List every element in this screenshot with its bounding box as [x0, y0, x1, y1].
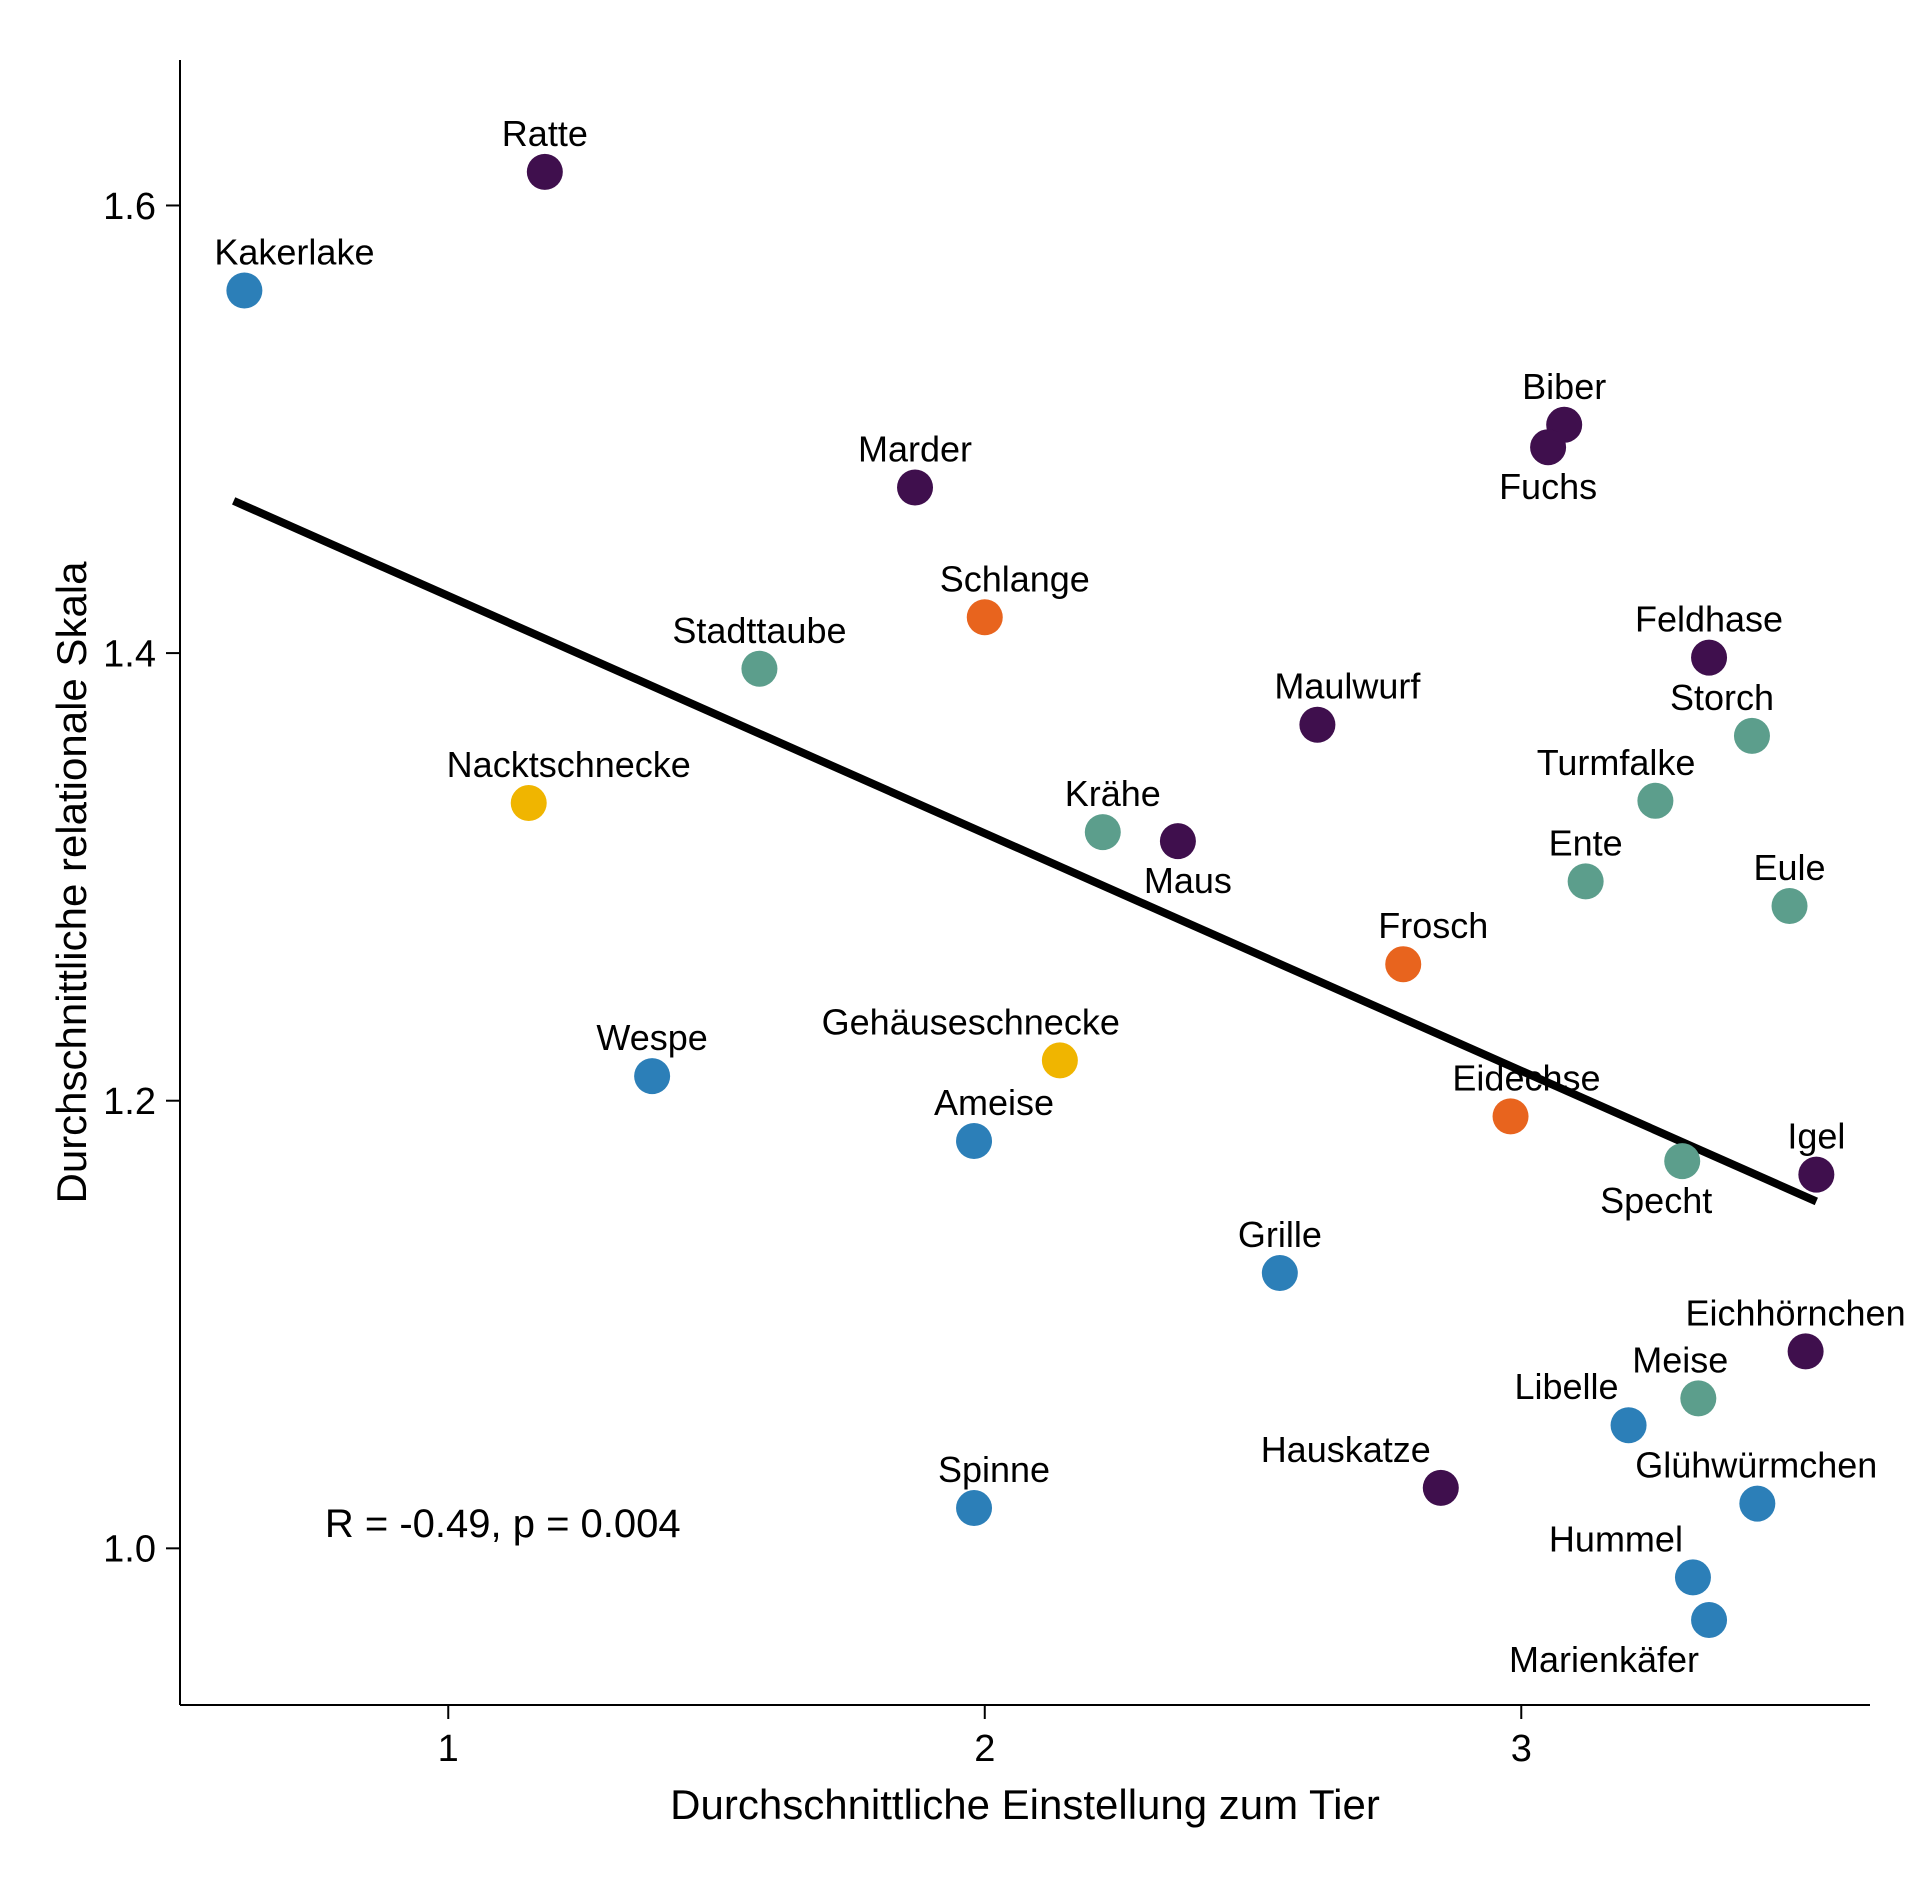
data-point — [956, 1490, 992, 1526]
data-point — [1734, 718, 1770, 754]
y-tick-label: 1.0 — [103, 1529, 156, 1571]
y-tick-label: 1.4 — [103, 633, 156, 675]
point-label: Libelle — [1514, 1366, 1618, 1407]
data-point — [1262, 1255, 1298, 1291]
point-label: Biber — [1522, 366, 1606, 407]
data-point — [967, 599, 1003, 635]
data-point — [1691, 1602, 1727, 1638]
point-label: Gehäuseschnecke — [822, 1001, 1120, 1042]
data-point — [1042, 1042, 1078, 1078]
data-point — [1772, 888, 1808, 924]
point-label: Eidechse — [1452, 1057, 1600, 1098]
point-label: Igel — [1787, 1116, 1845, 1157]
point-label: Maulwurf — [1274, 666, 1421, 707]
data-point — [511, 785, 547, 821]
point-label: Eule — [1753, 847, 1825, 888]
point-label: Ameise — [934, 1082, 1054, 1123]
data-point — [1675, 1559, 1711, 1595]
data-point — [1085, 814, 1121, 850]
data-point — [956, 1123, 992, 1159]
point-label: Nacktschnecke — [447, 744, 691, 785]
point-label: Frosch — [1378, 905, 1488, 946]
y-axis-label: Durchschnittliche relationale Skala — [48, 561, 95, 1204]
data-point — [1493, 1098, 1529, 1134]
point-label: Marder — [858, 428, 972, 469]
data-point — [1568, 863, 1604, 899]
point-label: Wespe — [596, 1017, 707, 1058]
x-axis-label: Durchschnittliche Einstellung zum Tier — [670, 1781, 1380, 1828]
point-label: Glühwürmchen — [1635, 1445, 1877, 1486]
point-label: Fuchs — [1499, 466, 1597, 507]
data-point — [1691, 640, 1727, 676]
point-label: Ente — [1549, 822, 1623, 863]
data-point — [1423, 1470, 1459, 1506]
y-tick-label: 1.2 — [103, 1081, 156, 1123]
point-label: Eichhörnchen — [1685, 1292, 1905, 1333]
data-point — [1637, 783, 1673, 819]
point-label: Storch — [1670, 677, 1774, 718]
data-point — [1680, 1380, 1716, 1416]
data-point — [1739, 1486, 1775, 1522]
point-label: Maus — [1144, 860, 1232, 901]
point-label: Schlange — [940, 558, 1090, 599]
point-label: Marienkäfer — [1509, 1639, 1699, 1680]
point-label: Specht — [1600, 1180, 1712, 1221]
chart-svg: Ratte Kakerlake Biber Fuchs Marder Schlange Fe… — [0, 0, 1920, 1875]
data-point — [1160, 823, 1196, 859]
data-point — [1385, 946, 1421, 982]
point-label: Meise — [1632, 1339, 1728, 1380]
point-label: Kakerlake — [214, 232, 374, 273]
data-point — [527, 154, 563, 190]
point-label: Ratte — [502, 113, 588, 154]
data-point — [1664, 1143, 1700, 1179]
data-point — [741, 651, 777, 687]
correlation-annotation: R = -0.49, p = 0.004 — [325, 1502, 681, 1546]
data-point — [226, 273, 262, 309]
point-label: Spinne — [938, 1449, 1050, 1490]
point-label: Hummel — [1549, 1518, 1683, 1559]
point-label: Turmfalke — [1537, 742, 1696, 783]
point-label: Feldhase — [1635, 599, 1783, 640]
x-tick-label: 3 — [1511, 1728, 1532, 1770]
point-label: Krähe — [1065, 773, 1161, 814]
point-label: Stadttaube — [672, 610, 846, 651]
data-point — [1299, 707, 1335, 743]
data-point — [897, 469, 933, 505]
x-tick-label: 1 — [438, 1728, 459, 1770]
point-label: Grille — [1238, 1214, 1322, 1255]
data-point — [1530, 429, 1566, 465]
x-tick-label: 2 — [974, 1728, 995, 1770]
data-point — [1798, 1157, 1834, 1193]
data-point — [1611, 1407, 1647, 1443]
data-point — [1788, 1333, 1824, 1369]
chart-background — [0, 0, 1920, 1875]
scatter-chart: Ratte Kakerlake Biber Fuchs Marder Schlange Fe… — [0, 0, 1920, 1875]
point-label: Hauskatze — [1261, 1429, 1431, 1470]
y-tick-label: 1.6 — [103, 186, 156, 228]
data-point — [634, 1058, 670, 1094]
